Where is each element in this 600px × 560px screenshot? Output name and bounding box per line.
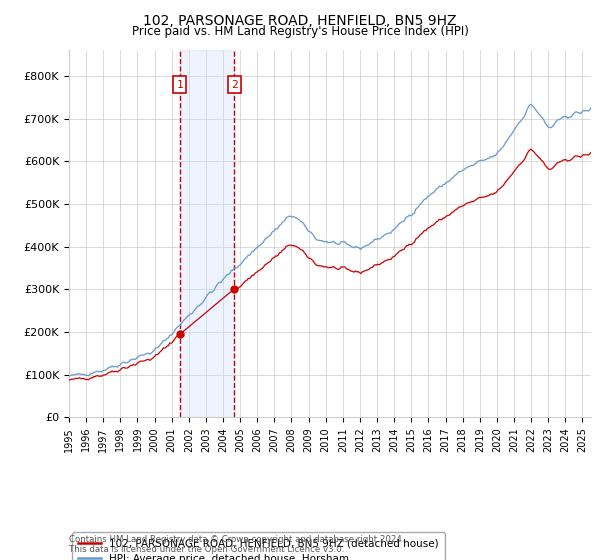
Text: This data is licensed under the Open Government Licence v3.0.: This data is licensed under the Open Gov… [69,545,344,554]
Text: Price paid vs. HM Land Registry's House Price Index (HPI): Price paid vs. HM Land Registry's House … [131,25,469,38]
Text: 1: 1 [176,80,183,90]
Bar [180,50,235,417]
Text: 2: 2 [231,80,238,90]
Legend: 102, PARSONAGE ROAD, HENFIELD, BN5 9HZ (detached house), HPI: Average price, det: 102, PARSONAGE ROAD, HENFIELD, BN5 9HZ (… [71,533,445,560]
Text: 102, PARSONAGE ROAD, HENFIELD, BN5 9HZ: 102, PARSONAGE ROAD, HENFIELD, BN5 9HZ [143,14,457,28]
Text: Contains HM Land Registry data © Crown copyright and database right 2024.: Contains HM Land Registry data © Crown c… [69,535,404,544]
